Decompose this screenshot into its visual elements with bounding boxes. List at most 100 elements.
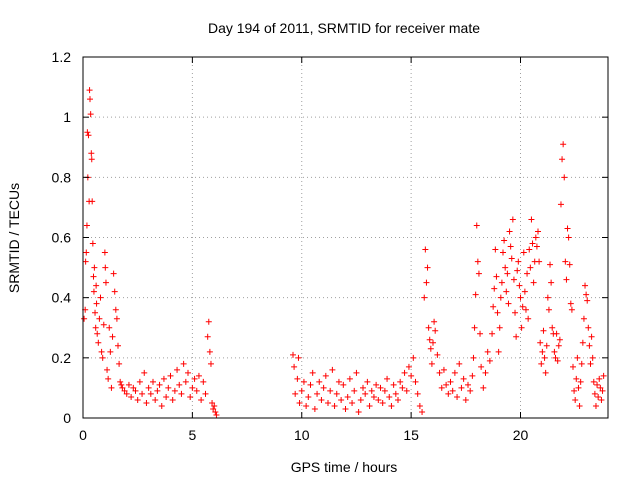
data-point [101,249,108,256]
data-point [548,279,555,286]
data-point [136,378,143,385]
data-point [591,390,598,397]
data-point [567,300,574,307]
data-point [325,399,331,406]
data-point [506,228,513,235]
data-point [416,402,423,409]
y-axis-title: SRMTID / TECUs [6,183,22,293]
data-point [509,216,516,223]
data-point [575,384,582,391]
data-point [473,222,480,229]
data-point [193,387,200,394]
data-point [405,363,412,370]
data-point [320,384,327,391]
data-point [590,378,597,385]
data-point [300,378,307,385]
data-point [545,306,552,313]
data-point [426,336,433,343]
data-point [491,285,498,292]
data-point [187,393,194,400]
data-point [182,378,189,385]
data-point [145,384,152,391]
data-point [212,408,219,415]
data-point [529,240,536,247]
data-point [346,375,353,382]
data-point [438,384,445,391]
data-point [87,111,94,118]
data-point [423,279,430,286]
y-tick-label: 0 [63,410,71,426]
data-point [424,264,431,271]
data-point [96,315,103,322]
data-point [107,348,114,355]
data-point [584,297,591,304]
data-point [342,405,349,412]
data-point [307,381,314,388]
data-point [518,324,525,331]
data-point [524,270,531,277]
data-point [108,384,115,391]
data-point [565,234,572,241]
data-point [580,315,587,322]
data-point [93,300,100,307]
data-point [592,402,599,409]
data-point [474,258,481,265]
data-point [578,360,585,367]
data-point [117,378,124,385]
data-point [525,315,532,322]
data-point [535,228,541,235]
data-point [349,399,356,406]
y-tick-label: 1 [63,109,71,125]
data-point [112,306,119,313]
data-point [200,378,207,385]
data-point [497,294,504,301]
data-point [121,387,128,394]
data-point [526,246,533,253]
y-tick-label: 0.6 [52,230,72,246]
data-point [381,387,388,394]
data-point [362,390,369,397]
data-point [169,396,176,403]
data-point [507,243,514,250]
data-point [93,282,100,289]
data-point [83,249,90,256]
data-point [204,333,211,340]
data-point [134,396,141,403]
data-point [542,369,549,376]
data-point [574,354,581,361]
data-point [314,390,321,397]
data-point [139,390,146,397]
data-point [88,156,95,163]
data-point [472,291,479,298]
data-point [355,408,362,415]
data-point [410,354,417,361]
chart-title: Day 194 of 2011, SRMTID for receiver mat… [208,20,480,36]
data-point [547,261,554,268]
data-point [600,372,607,379]
data-point [551,348,558,355]
data-point [156,381,163,388]
data-point [540,327,547,334]
data-point [92,309,99,316]
data-point [113,315,120,322]
data-point [298,387,305,394]
data-point [477,330,484,337]
data-point [309,369,316,376]
data-point [505,300,512,307]
data-point [303,402,310,409]
data-point [150,378,156,385]
data-point [403,387,410,394]
data-point [311,405,318,412]
data-point [577,378,584,385]
data-point [81,315,88,322]
x-tick-label: 15 [403,427,419,443]
data-point [513,333,520,340]
data-point [493,273,500,280]
data-point [537,339,544,346]
data-point [543,342,550,349]
data-point [198,396,205,403]
data-point [412,378,419,385]
data-point [305,393,312,400]
x-tick-label: 5 [188,427,196,443]
data-point [102,264,109,271]
